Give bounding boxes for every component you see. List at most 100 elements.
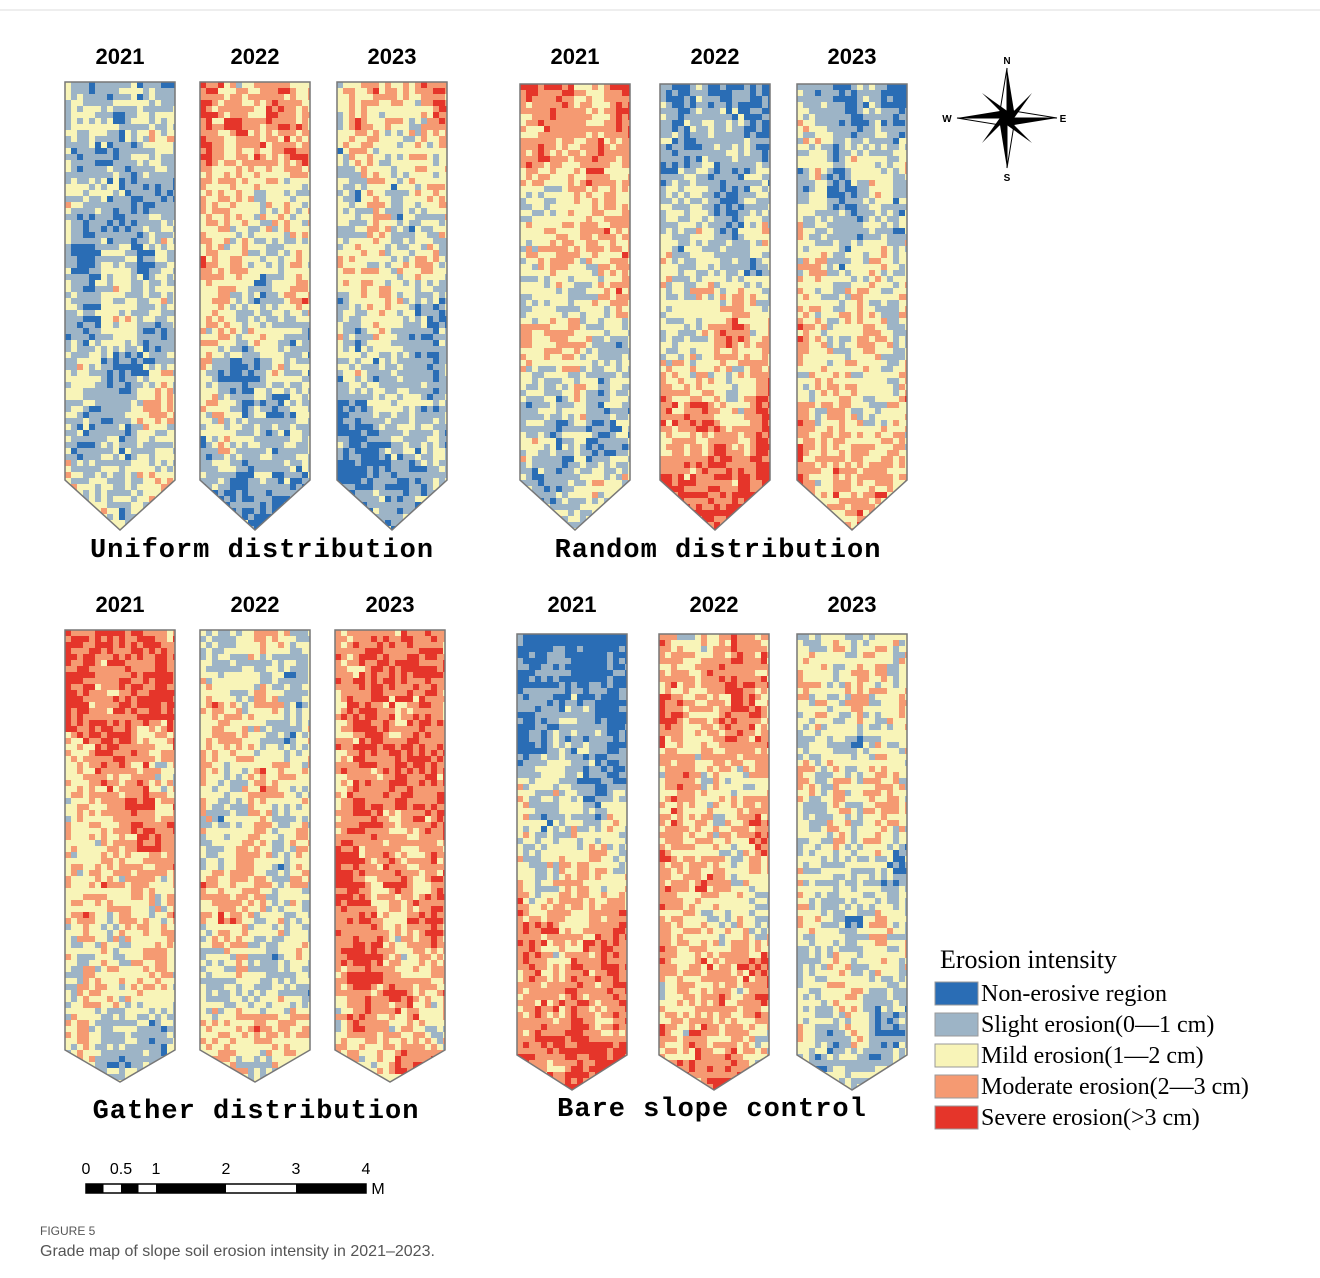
map-cell xyxy=(212,220,218,226)
map-cell xyxy=(409,130,415,136)
map-cell xyxy=(349,88,355,94)
map-cell xyxy=(218,418,224,424)
map-cell xyxy=(95,490,101,496)
map-cell xyxy=(574,174,580,180)
map-cell xyxy=(361,220,367,226)
map-cell xyxy=(361,106,367,112)
map-cell xyxy=(149,412,155,418)
map-cell xyxy=(610,288,616,294)
map-cell xyxy=(278,262,284,268)
map-cell xyxy=(421,202,427,208)
map-cell xyxy=(415,304,421,310)
map-cell xyxy=(556,210,562,216)
map-cell xyxy=(119,310,125,316)
map-cell xyxy=(206,214,212,220)
map-cell xyxy=(254,430,260,436)
map-cell xyxy=(224,388,230,394)
map-cell xyxy=(355,280,361,286)
map-cell xyxy=(266,166,272,172)
map-cell xyxy=(149,100,155,106)
map-cell xyxy=(610,168,616,174)
map-cell xyxy=(526,234,532,240)
map-cell xyxy=(337,112,343,118)
map-cell xyxy=(149,286,155,292)
map-cell xyxy=(610,276,616,282)
map-cell xyxy=(616,180,622,186)
map-cell xyxy=(113,340,119,346)
map-cell xyxy=(433,214,439,220)
map-cell xyxy=(580,144,586,150)
map-cell xyxy=(526,132,532,138)
map-cell xyxy=(242,130,248,136)
map-cell xyxy=(397,436,403,442)
map-cell xyxy=(290,322,296,328)
map-cell xyxy=(272,382,278,388)
map-cell xyxy=(550,234,556,240)
map-cell xyxy=(272,292,278,298)
map-cell xyxy=(610,264,616,270)
map-cell xyxy=(278,478,284,484)
map-cell xyxy=(272,220,278,226)
map-cell xyxy=(421,256,427,262)
map-cell xyxy=(167,388,173,394)
map-cell xyxy=(236,478,242,484)
map-cell xyxy=(616,198,622,204)
map-cell xyxy=(427,220,433,226)
map-cell xyxy=(415,454,421,460)
map-cell xyxy=(65,376,71,382)
map-cell xyxy=(373,472,379,478)
map-cell xyxy=(538,114,544,120)
map-cell xyxy=(107,262,113,268)
map-cell xyxy=(254,370,260,376)
map-cell xyxy=(119,436,125,442)
map-cell xyxy=(266,436,272,442)
map-cell xyxy=(343,160,349,166)
map-cell xyxy=(385,352,391,358)
map-cell xyxy=(343,394,349,400)
map-cell xyxy=(254,322,260,328)
map-cell xyxy=(355,388,361,394)
map-cell xyxy=(206,130,212,136)
map-cell xyxy=(206,298,212,304)
map-cell xyxy=(616,234,622,240)
map-cell xyxy=(439,208,445,214)
map-cell xyxy=(343,328,349,334)
map-cell xyxy=(343,88,349,94)
map-cell xyxy=(308,514,314,520)
map-cell xyxy=(143,238,149,244)
map-cell xyxy=(278,442,284,448)
map-cell xyxy=(125,514,131,520)
map-cell xyxy=(83,226,89,232)
map-cell xyxy=(173,352,179,358)
map-cell xyxy=(355,268,361,274)
map-cell xyxy=(385,178,391,184)
map-cell xyxy=(349,166,355,172)
map-cell xyxy=(77,466,83,472)
map-cell xyxy=(290,484,296,490)
map-cell xyxy=(266,232,272,238)
map-cell xyxy=(544,276,550,282)
map-cell xyxy=(230,220,236,226)
map-cell xyxy=(427,196,433,202)
map-cell xyxy=(77,238,83,244)
map-cell xyxy=(415,526,421,532)
map-cell xyxy=(628,216,634,222)
map-cell xyxy=(218,268,224,274)
map-cell xyxy=(409,124,415,130)
map-cell xyxy=(113,430,119,436)
map-cell xyxy=(296,418,302,424)
map-cell xyxy=(254,226,260,232)
map-cell xyxy=(71,430,77,436)
map-cell xyxy=(349,124,355,130)
map-cell xyxy=(242,250,248,256)
map-cell xyxy=(77,226,83,232)
map-cell xyxy=(355,136,361,142)
map-cell xyxy=(266,424,272,430)
map-cell xyxy=(71,220,77,226)
map-cell xyxy=(167,352,173,358)
map-cell xyxy=(119,268,125,274)
map-cell xyxy=(403,508,409,514)
map-cell xyxy=(218,160,224,166)
map-cell xyxy=(119,148,125,154)
map-cell xyxy=(409,232,415,238)
